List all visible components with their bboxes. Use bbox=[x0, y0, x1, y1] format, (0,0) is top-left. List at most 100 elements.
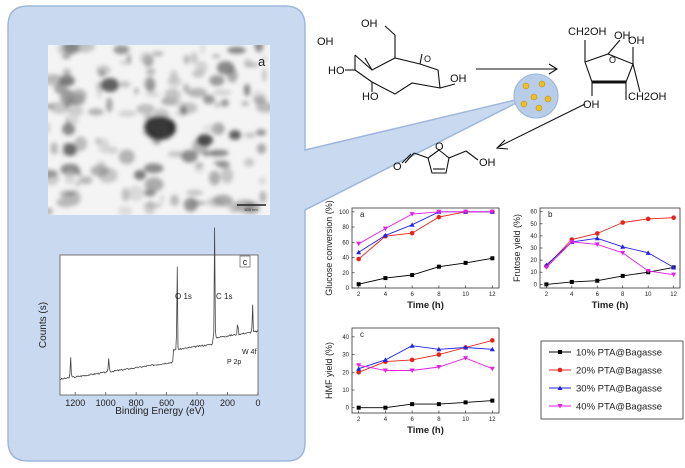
fructose-oh-1: OH bbox=[614, 30, 631, 42]
xps-plot-frame bbox=[59, 254, 259, 396]
x-tick-label: 10 bbox=[462, 292, 469, 298]
data-point-marker bbox=[356, 405, 361, 410]
y-tick-label: 0 bbox=[346, 286, 350, 292]
y-tick-label: 30 bbox=[530, 246, 537, 252]
data-point-marker bbox=[383, 405, 388, 410]
data-point-marker bbox=[463, 400, 468, 405]
data-point-marker bbox=[620, 220, 626, 225]
legend-entry: 40% PTA@Bagasse bbox=[549, 402, 662, 413]
data-point-marker bbox=[356, 369, 361, 375]
glucose-oh-3: OH bbox=[450, 73, 467, 85]
y-tick-label: 60 bbox=[530, 210, 537, 216]
fructose-structure: O bbox=[584, 39, 641, 100]
y-axis-label: Frutose yield (%) bbox=[512, 214, 522, 282]
x-tick-label: 12 bbox=[670, 292, 677, 298]
legend-entry: 10% PTA@Bagasse bbox=[549, 348, 662, 359]
data-point-marker bbox=[558, 350, 562, 354]
x-tick-label: 6 bbox=[596, 292, 600, 298]
x-tick-label: 10 bbox=[645, 292, 652, 298]
peak-label-c1s: C 1s bbox=[216, 292, 232, 301]
series-line bbox=[358, 357, 493, 371]
data-point-marker bbox=[463, 209, 469, 215]
x-tick-label: 8 bbox=[621, 292, 625, 298]
glucose-oh-2: OH bbox=[317, 36, 334, 48]
data-point-marker bbox=[569, 279, 574, 284]
series-line bbox=[358, 345, 493, 370]
data-point-marker bbox=[594, 242, 600, 247]
data-point-marker bbox=[356, 249, 362, 255]
plot-frame bbox=[351, 327, 500, 414]
y-tick-label: 40 bbox=[342, 335, 349, 341]
panel-label: a bbox=[360, 210, 365, 219]
x-tick-label: 4 bbox=[570, 292, 574, 298]
plot-frame bbox=[351, 207, 500, 289]
plot-frame bbox=[539, 207, 681, 289]
data-point-marker bbox=[382, 357, 388, 362]
xps-x-tick-label: 200 bbox=[220, 398, 235, 408]
series-line bbox=[358, 339, 493, 373]
x-tick-label: 6 bbox=[410, 417, 414, 423]
xps-x-label: Binding Energy (eV) bbox=[115, 406, 205, 417]
legend-entry: 30% PTA@Bagasse bbox=[549, 384, 662, 395]
data-point-marker bbox=[543, 265, 549, 270]
xps-x-tick-label: 400 bbox=[190, 398, 205, 408]
data-point-marker bbox=[409, 357, 415, 363]
data-point-marker bbox=[409, 212, 415, 217]
legend-label: 20% PTA@Bagasse bbox=[576, 366, 662, 377]
fructose-ch2oh-top: CH2OH bbox=[568, 26, 607, 38]
panel-label: b bbox=[548, 210, 553, 219]
data-point-marker bbox=[409, 343, 415, 348]
x-tick-label: 12 bbox=[489, 292, 496, 298]
xps-chart: Counts (s) Binding Energy (eV) 1200 1000 8… bbox=[38, 227, 261, 417]
data-point-marker bbox=[410, 402, 415, 407]
data-point-marker bbox=[356, 366, 362, 371]
legend-entry: 20% PTA@Bagasse bbox=[549, 366, 662, 377]
x-axis-label: Time (h) bbox=[407, 300, 444, 311]
data-point-marker bbox=[671, 272, 677, 278]
series-line bbox=[358, 211, 493, 245]
y-tick-label: 20 bbox=[530, 258, 537, 264]
y-axis-label: Glucose conversion (%) bbox=[324, 200, 334, 296]
data-point-marker bbox=[595, 278, 600, 283]
xps-panel-label: c bbox=[243, 257, 248, 267]
xps-y-label: Counts (s) bbox=[38, 302, 49, 348]
series-1 bbox=[356, 256, 495, 287]
x-tick-label: 4 bbox=[384, 292, 388, 298]
y-tick-label: 0 bbox=[534, 282, 538, 288]
xps-x-tick-label: 800 bbox=[129, 398, 144, 408]
hmf-aldehyde-o: O bbox=[393, 161, 402, 173]
hmf-oh: OH bbox=[479, 157, 496, 169]
chart-c: 2 4 6 8 10 12 0 10 20 30 40 Time (h) HMF yield (%) c bbox=[324, 327, 500, 436]
y-tick-label: 20 bbox=[342, 271, 349, 277]
x-axis-label: Time (h) bbox=[592, 300, 629, 311]
data-point-marker bbox=[356, 282, 361, 287]
series-line bbox=[358, 400, 493, 409]
x-tick-label: 10 bbox=[462, 417, 469, 423]
data-point-marker bbox=[463, 356, 469, 361]
data-point-marker bbox=[436, 214, 442, 220]
data-point-marker bbox=[557, 367, 563, 373]
xps-x-tick-label: 0 bbox=[255, 398, 260, 408]
fructose-oh-2: OH bbox=[628, 35, 645, 47]
series-line bbox=[358, 257, 493, 285]
legend-label: 40% PTA@Bagasse bbox=[576, 402, 662, 413]
data-point-marker bbox=[436, 402, 441, 407]
x-tick-label: 8 bbox=[437, 292, 441, 298]
y-axis-label: HMF yield (%) bbox=[324, 342, 334, 399]
data-point-marker bbox=[594, 235, 600, 241]
data-point-marker bbox=[409, 230, 415, 236]
xps-x-tick-label: 1200 bbox=[65, 398, 85, 408]
reaction-arrow-2 bbox=[497, 103, 586, 148]
data-point-marker bbox=[436, 346, 442, 352]
svg-text:O: O bbox=[609, 55, 616, 65]
fructose-ch2oh-bottom: CH2OH bbox=[628, 91, 667, 103]
y-tick-label: 80 bbox=[342, 225, 349, 231]
y-tick-label: 10 bbox=[530, 270, 537, 276]
data-point-marker bbox=[489, 209, 495, 215]
data-point-marker bbox=[463, 344, 469, 350]
data-point-marker bbox=[569, 239, 575, 245]
peak-label-w4f: W 4f bbox=[242, 349, 256, 356]
tem-panel-label: a bbox=[258, 54, 266, 69]
x-tick-label: 8 bbox=[437, 417, 441, 423]
